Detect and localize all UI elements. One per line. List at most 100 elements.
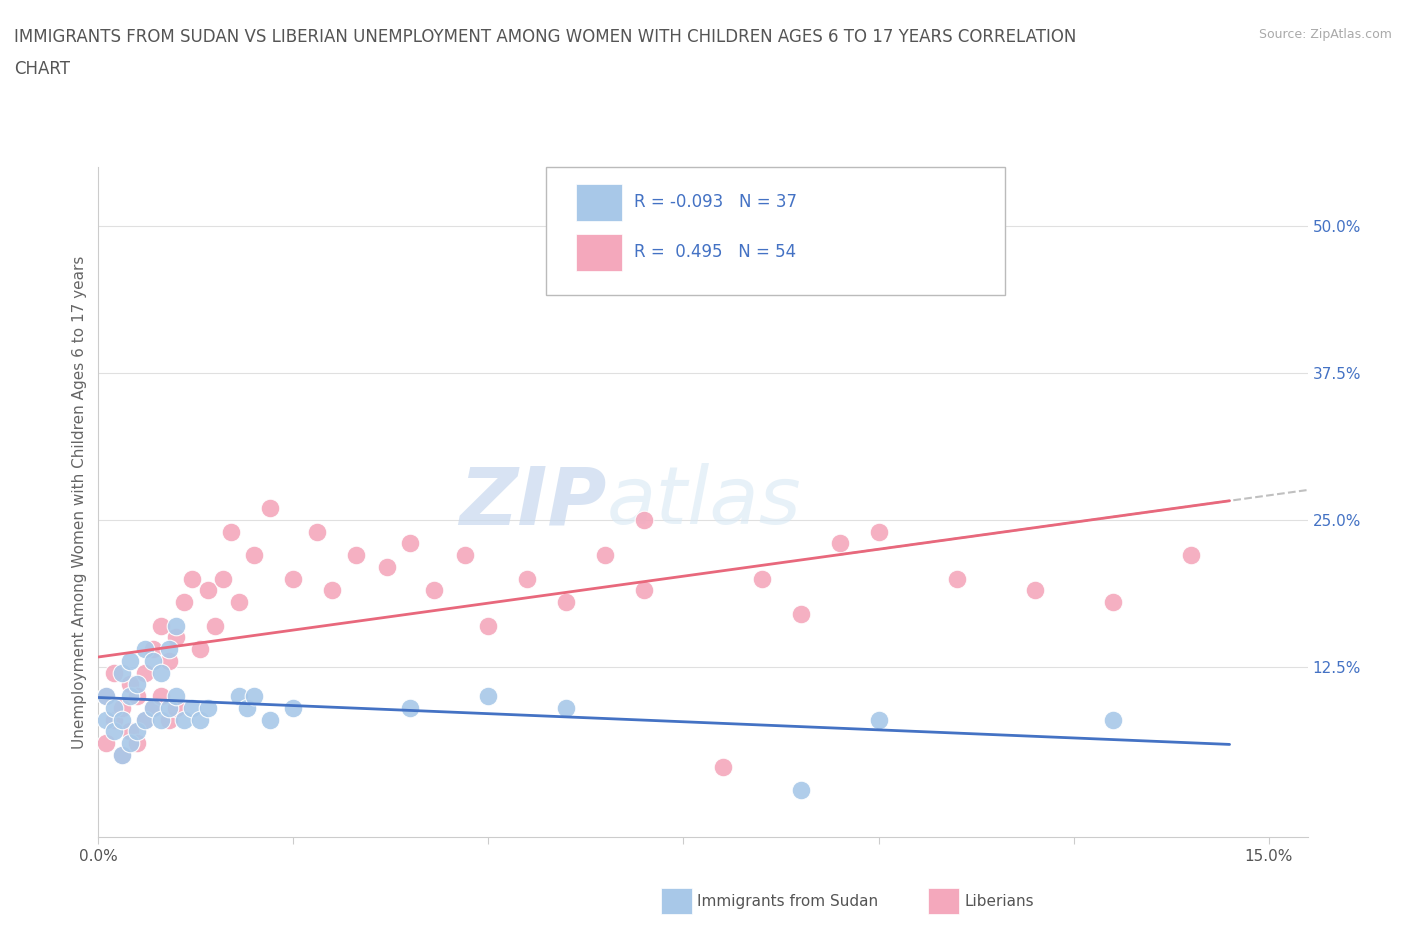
Point xyxy=(142,700,165,715)
Point xyxy=(228,688,250,703)
Point xyxy=(118,654,141,669)
Point xyxy=(127,677,149,692)
Point xyxy=(204,618,226,633)
Text: Immigrants from Sudan: Immigrants from Sudan xyxy=(697,894,879,909)
Point xyxy=(103,665,125,680)
Point xyxy=(235,700,257,715)
Point xyxy=(711,759,734,774)
Bar xyxy=(576,184,621,221)
Point xyxy=(134,665,156,680)
Point xyxy=(672,266,695,281)
Point xyxy=(243,688,266,703)
Point xyxy=(118,736,141,751)
Point xyxy=(399,536,422,551)
Point xyxy=(789,782,811,797)
Point xyxy=(477,618,499,633)
Point xyxy=(111,748,134,763)
Point xyxy=(243,548,266,563)
Point xyxy=(134,642,156,657)
Point xyxy=(181,700,204,715)
Point xyxy=(111,665,134,680)
Text: IMMIGRANTS FROM SUDAN VS LIBERIAN UNEMPLOYMENT AMONG WOMEN WITH CHILDREN AGES 6 : IMMIGRANTS FROM SUDAN VS LIBERIAN UNEMPL… xyxy=(14,28,1077,46)
Point xyxy=(165,618,187,633)
Point xyxy=(259,712,281,727)
Point xyxy=(868,525,890,539)
Text: ZIP: ZIP xyxy=(458,463,606,541)
Point xyxy=(103,712,125,727)
Text: atlas: atlas xyxy=(606,463,801,541)
Point xyxy=(633,583,655,598)
Point xyxy=(1101,594,1123,609)
Text: R =  0.495   N = 54: R = 0.495 N = 54 xyxy=(634,244,796,261)
Point xyxy=(157,700,180,715)
Point xyxy=(142,642,165,657)
Point xyxy=(1101,712,1123,727)
Point xyxy=(228,594,250,609)
FancyBboxPatch shape xyxy=(546,167,1005,295)
Point xyxy=(157,654,180,669)
Point xyxy=(595,548,617,563)
Point xyxy=(111,748,134,763)
Y-axis label: Unemployment Among Women with Children Ages 6 to 17 years: Unemployment Among Women with Children A… xyxy=(72,256,87,749)
Point xyxy=(149,665,172,680)
Point xyxy=(165,630,187,644)
Point xyxy=(555,594,578,609)
Point xyxy=(399,700,422,715)
Point xyxy=(149,688,172,703)
Point xyxy=(157,712,180,727)
Point xyxy=(283,700,305,715)
Point xyxy=(118,677,141,692)
Point xyxy=(188,712,211,727)
Point xyxy=(157,642,180,657)
Point xyxy=(305,525,328,539)
Point xyxy=(423,583,446,598)
Point xyxy=(188,642,211,657)
Point xyxy=(197,700,219,715)
Text: Source: ZipAtlas.com: Source: ZipAtlas.com xyxy=(1258,28,1392,41)
Point xyxy=(454,548,477,563)
Point xyxy=(118,724,141,738)
Point xyxy=(142,654,165,669)
Point xyxy=(259,500,281,515)
Point xyxy=(127,736,149,751)
Point xyxy=(751,571,773,586)
Point xyxy=(165,688,187,703)
Point xyxy=(945,571,967,586)
Point xyxy=(181,571,204,586)
Point xyxy=(868,712,890,727)
Point xyxy=(103,700,125,715)
Point xyxy=(212,571,235,586)
Point xyxy=(134,712,156,727)
Point xyxy=(344,548,367,563)
Text: R = -0.093   N = 37: R = -0.093 N = 37 xyxy=(634,193,797,211)
Point xyxy=(134,712,156,727)
Point xyxy=(828,536,851,551)
Point xyxy=(375,559,398,574)
Point xyxy=(173,712,195,727)
Point xyxy=(283,571,305,586)
Point xyxy=(96,712,118,727)
Point xyxy=(219,525,242,539)
Text: CHART: CHART xyxy=(14,60,70,78)
Point xyxy=(321,583,343,598)
Text: Liberians: Liberians xyxy=(965,894,1035,909)
Point xyxy=(173,594,195,609)
Point xyxy=(103,724,125,738)
Point xyxy=(789,606,811,621)
Point xyxy=(127,688,149,703)
Point xyxy=(118,688,141,703)
Point xyxy=(111,712,134,727)
Point xyxy=(633,512,655,527)
Point xyxy=(142,700,165,715)
Point xyxy=(477,688,499,703)
Point xyxy=(149,712,172,727)
Point xyxy=(96,688,118,703)
Point xyxy=(555,700,578,715)
Point xyxy=(165,700,187,715)
Point xyxy=(197,583,219,598)
Point xyxy=(1024,583,1046,598)
Point xyxy=(149,618,172,633)
Point xyxy=(111,700,134,715)
Point xyxy=(96,736,118,751)
Bar xyxy=(576,234,621,272)
